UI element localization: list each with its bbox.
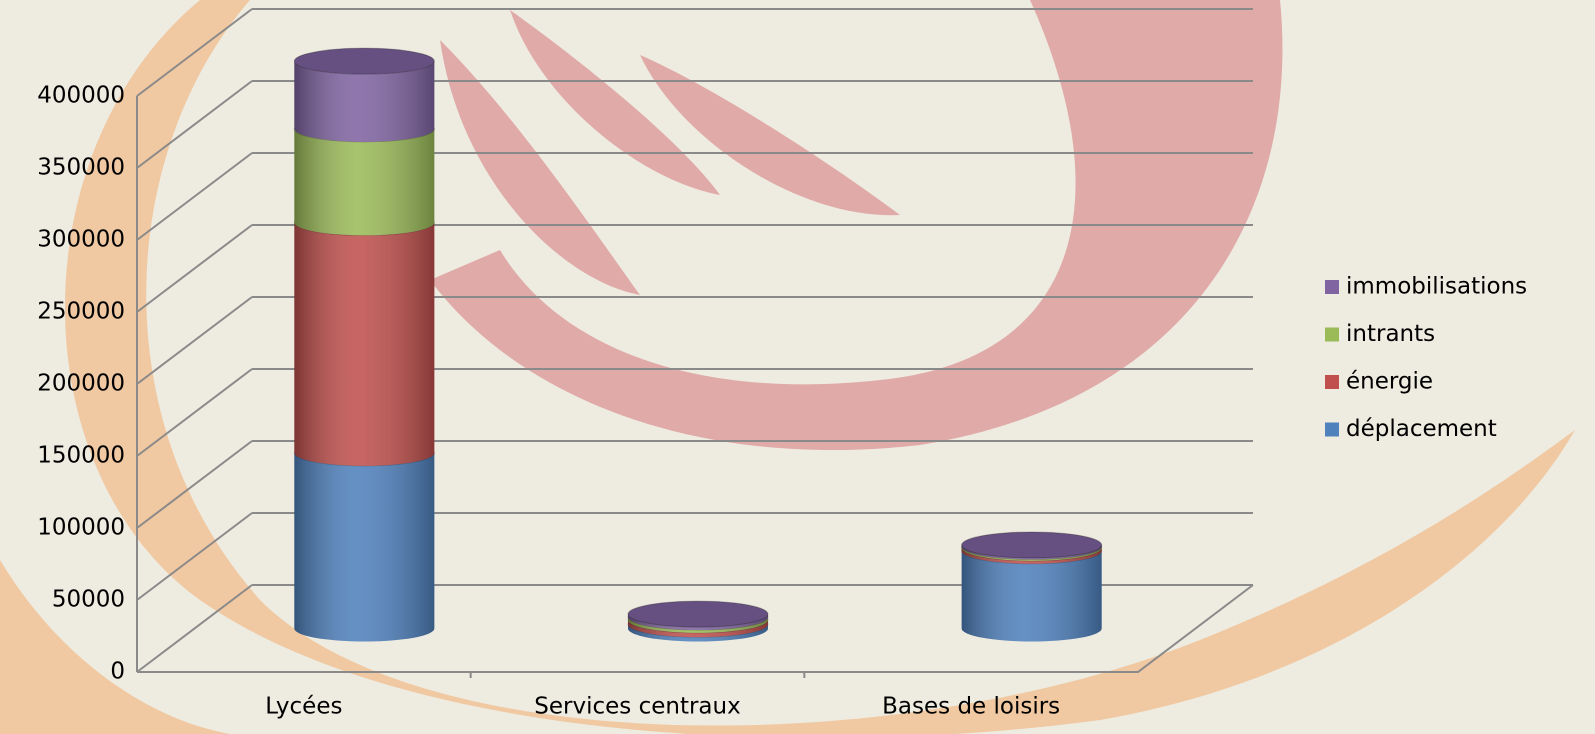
- cylinder-shade: [628, 619, 768, 638]
- cylinder-top: [293, 47, 435, 75]
- y-tick-label: 50000: [52, 587, 125, 613]
- legend-swatch: [1325, 280, 1339, 294]
- grid-line: [136, 368, 253, 457]
- legend-label: immobilisations: [1346, 274, 1527, 300]
- grid-line: [136, 8, 253, 97]
- y-tick-label: 350000: [37, 155, 125, 181]
- grid-line: [136, 224, 253, 313]
- cylinder-shade: [961, 547, 1102, 564]
- grid-line: [136, 584, 253, 673]
- cylinder-shade: [294, 222, 435, 466]
- x-tick-label: Services centraux: [534, 694, 740, 720]
- plot-area: 0 50000 100000 150000 200000 250000 300000 3500…: [37, 8, 1527, 720]
- cylinder-shade: [961, 550, 1102, 642]
- x-tick-label: Bases de loisirs: [882, 694, 1060, 720]
- y-tick-label: 150000: [37, 443, 125, 469]
- grid-line: [136, 440, 253, 529]
- legend-swatch: [1325, 375, 1339, 389]
- legend-label: énergie: [1346, 369, 1433, 395]
- cylinder-shade: [294, 61, 435, 142]
- y-tick-label: 400000: [37, 83, 125, 109]
- grid-line: [136, 512, 253, 601]
- legend-label: déplacement: [1346, 416, 1497, 442]
- cylinder-shade: [628, 624, 768, 642]
- cylinder-top: [961, 531, 1103, 559]
- cylinder-shade: [628, 614, 768, 630]
- y-tick-label: 0: [110, 659, 125, 685]
- legend-label: intrants: [1346, 321, 1435, 347]
- legend-swatch: [1325, 327, 1339, 342]
- cylinder-top: [627, 600, 769, 628]
- grid-line: [136, 80, 253, 169]
- y-tick-label: 200000: [37, 371, 125, 397]
- legend-swatch: [1325, 422, 1339, 437]
- y-tick-label: 300000: [37, 227, 125, 253]
- y-tick-label: 250000: [37, 299, 125, 325]
- grid-line: [136, 152, 253, 241]
- y-tick-label: 100000: [37, 515, 125, 541]
- cylinder-shade: [294, 128, 435, 236]
- cylinder-shade: [628, 616, 768, 633]
- x-tick-label: Lycées: [265, 694, 342, 720]
- grid-line: [136, 296, 253, 385]
- cylinder-shade: [294, 452, 435, 642]
